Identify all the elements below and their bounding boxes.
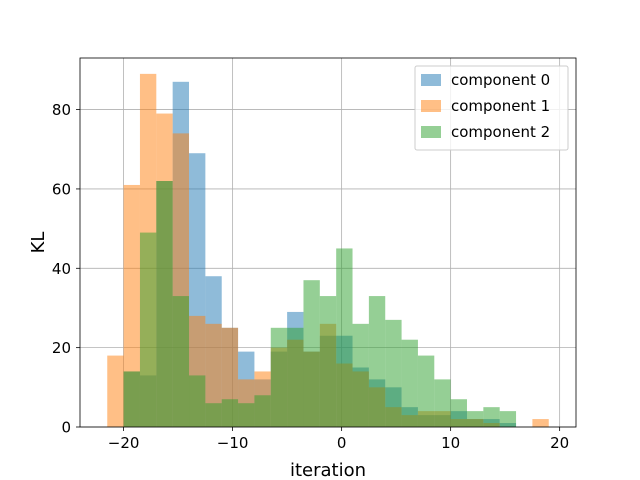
bar	[205, 403, 222, 427]
legend-swatch	[421, 100, 441, 112]
bar	[123, 371, 140, 427]
x-tick-label: 10	[441, 434, 460, 452]
bar	[401, 339, 418, 427]
y-tick-label: 80	[52, 101, 71, 119]
series-2	[123, 181, 517, 427]
legend-swatch	[421, 126, 441, 138]
bar	[238, 403, 255, 427]
legend-label: component 2	[451, 123, 550, 141]
x-tick-label: −10	[217, 434, 249, 452]
bar	[450, 399, 467, 427]
bar	[156, 181, 173, 427]
axis-ticks: −20 −10 0 10 20 0 20 40 60 80	[52, 101, 569, 452]
bar	[254, 395, 271, 427]
x-tick-label: 20	[550, 434, 569, 452]
bar	[287, 327, 304, 427]
bar	[385, 319, 402, 427]
legend-label: component 1	[451, 97, 550, 115]
x-tick-label: 0	[337, 434, 347, 452]
bar	[303, 280, 320, 427]
bar	[123, 184, 140, 427]
legend-label: component 0	[451, 71, 550, 89]
bar	[336, 248, 353, 427]
bar	[434, 379, 451, 427]
y-tick-label: 60	[52, 180, 71, 198]
bar	[189, 375, 206, 427]
bar	[352, 323, 369, 427]
x-tick-label: −20	[108, 434, 140, 452]
legend-swatch	[421, 74, 441, 86]
bar	[172, 296, 190, 427]
bar	[483, 407, 500, 427]
legend-box	[414, 65, 569, 151]
y-tick-label: 40	[52, 260, 71, 278]
bar	[221, 399, 239, 427]
bar	[499, 411, 517, 427]
bar	[205, 323, 222, 427]
y-axis-label: KL	[28, 232, 49, 254]
bar	[417, 355, 435, 427]
bar	[368, 296, 386, 427]
bar	[139, 232, 157, 427]
y-tick-label: 0	[61, 419, 71, 437]
plot-frame	[79, 57, 577, 428]
legend: component 0 component 1 component 2	[414, 65, 569, 151]
bar	[107, 355, 124, 427]
x-axis-label: iteration	[290, 460, 366, 480]
y-tick-label: 20	[52, 339, 71, 357]
bar	[319, 296, 337, 427]
bar	[270, 327, 288, 427]
bar	[466, 411, 484, 427]
bar	[532, 419, 549, 427]
histogram-bars	[107, 73, 549, 428]
